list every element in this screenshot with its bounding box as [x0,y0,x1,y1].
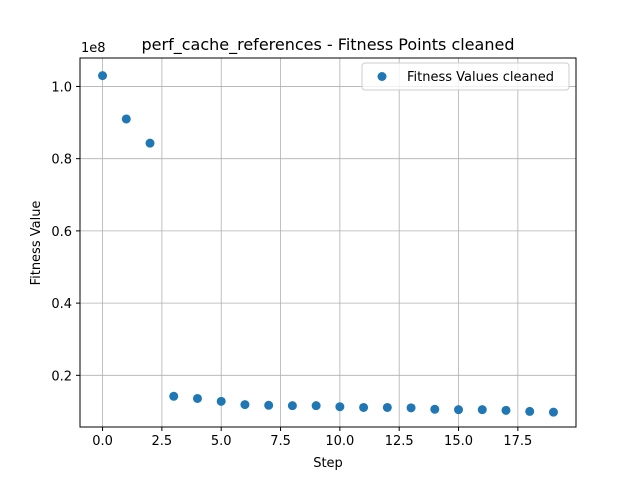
y-axis-offset-label: 1e8 [81,41,106,56]
plot-frame [79,57,577,428]
x-tick-label: 12.5 [385,434,414,449]
x-tick-label: 7.5 [270,434,291,449]
data-point [311,401,321,411]
data-point [477,405,487,415]
legend-box [361,62,570,91]
data-point [287,401,297,411]
grid-lines [80,58,576,427]
legend-marker [377,72,387,81]
chart-title: perf_cache_references - Fitness Points c… [142,35,515,55]
data-point [501,405,511,415]
y-tick-label: 0.4 [51,297,72,312]
y-axis-label: Fitness Value [29,201,44,286]
x-tick-label: 17.5 [503,434,532,449]
x-axis-ticks: 0.0 2.5 5.0 7.5 10.0 12.5 15.0 17.5 [92,427,532,449]
data-point [145,138,155,148]
data-point [240,400,250,410]
y-tick-label: 1.0 [51,80,72,95]
data-point [192,393,202,403]
legend-label: Fitness Values cleaned [407,70,554,85]
legend: Fitness Values cleaned [361,62,570,91]
y-axis-ticks: 0.2 0.4 0.6 0.8 1.0 [51,80,80,384]
x-axis-label: Step [313,456,343,471]
data-point [430,404,440,414]
data-points [98,71,558,417]
data-point [169,391,179,401]
y-tick-label: 0.8 [51,153,72,168]
data-point [548,407,558,417]
data-point [454,405,464,415]
x-tick-label: 10.0 [325,434,354,449]
data-point [525,406,535,416]
data-point [98,71,108,81]
data-point [359,402,369,412]
y-tick-label: 0.6 [51,225,72,240]
data-point [382,402,392,412]
data-point [335,402,345,412]
x-tick-label: 0.0 [92,434,113,449]
data-point [121,114,131,124]
data-point [264,400,274,410]
data-point [406,403,416,413]
data-point [216,396,226,406]
y-tick-label: 0.2 [51,369,72,384]
x-tick-label: 15.0 [444,434,473,449]
x-tick-label: 2.5 [152,434,173,449]
x-tick-label: 5.0 [211,434,232,449]
